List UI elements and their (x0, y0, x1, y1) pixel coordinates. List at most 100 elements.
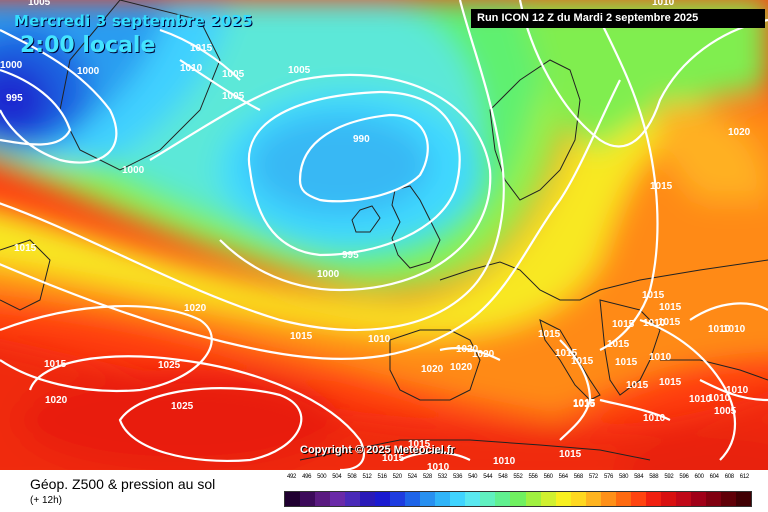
scale-tick-label: 552 (513, 474, 523, 480)
isobar-label: 1020 (45, 395, 68, 406)
scale-tick-label: 544 (483, 474, 493, 480)
scale-tick-label: 556 (528, 474, 538, 480)
scale-swatch (615, 492, 631, 506)
scale-swatch (420, 492, 436, 506)
isobar-label: 1015 (573, 398, 596, 409)
isobar-label: 1020 (728, 127, 751, 138)
scale-tick-label: 496 (302, 474, 312, 480)
isobar-label: 1005 (222, 91, 245, 102)
scale-tick-label: 564 (558, 474, 568, 480)
isobar-label: 1015 (607, 339, 630, 350)
scale-tick-label: 536 (453, 474, 463, 480)
isobar-label: 1010 (368, 334, 391, 345)
scale-swatch (465, 492, 481, 506)
scale-swatch (375, 492, 391, 506)
isobar-label: 1010 (643, 318, 666, 329)
isobar-label: 1010 (726, 385, 749, 396)
isobar-label: 1025 (158, 360, 181, 371)
scale-swatch (300, 492, 316, 506)
scale-swatch (450, 492, 466, 506)
scale-swatch (705, 492, 721, 506)
forecast-time: 2:00 locale (20, 33, 156, 58)
color-scale-ticks: 492 496 500 504 508 512 516 520 524 528 532 536 540 5… (284, 474, 752, 484)
isobar-label: 1015 (659, 377, 682, 388)
scale-swatch (330, 492, 346, 506)
isobar-label: 1010 (652, 0, 675, 8)
isobar-label: 1015 (612, 319, 635, 330)
isobar-label: 1015 (658, 317, 681, 328)
isobar-label: 1025 (171, 401, 194, 412)
scale-tick-label: 600 (694, 474, 704, 480)
scale-tick-label: 528 (422, 474, 432, 480)
scale-tick-label: 604 (709, 474, 719, 480)
isobar-label: 1010 (180, 63, 203, 74)
scale-swatch (315, 492, 331, 506)
legend-subtitle: (+ 12h) (30, 495, 62, 506)
scale-swatch (480, 492, 496, 506)
isobar-label: 1015 (44, 359, 67, 370)
legend-title: Géop. Z500 & pression au sol (30, 476, 216, 492)
isobar-label: 1010 (649, 352, 672, 363)
isobar-label: 1015 (382, 453, 405, 464)
scale-swatch (645, 492, 661, 506)
isobar-label: 1020 (472, 349, 495, 360)
isobar-label: 1015 (573, 399, 596, 410)
scale-tick-label: 540 (468, 474, 478, 480)
scale-tick-label: 560 (543, 474, 553, 480)
scale-swatch (630, 492, 646, 506)
scale-swatch (360, 492, 376, 506)
isobar-label: 1000 (0, 60, 23, 71)
scale-swatch (600, 492, 616, 506)
scale-swatch (720, 492, 736, 506)
scale-swatch (435, 492, 451, 506)
isobar-label: 1020 (456, 344, 479, 355)
scale-tick-label: 592 (664, 474, 674, 480)
scale-swatch (690, 492, 706, 506)
isobar-label: 1015 (555, 348, 578, 359)
scale-swatch (675, 492, 691, 506)
scale-tick-label: 608 (724, 474, 734, 480)
isobar-label: 1010 (708, 324, 731, 335)
scale-tick-label: 576 (603, 474, 614, 480)
copyright-notice: Copyright © 2025 Meteociel.fr (300, 444, 455, 456)
scale-swatch (405, 492, 421, 506)
scale-swatch (390, 492, 406, 506)
isobar-label: 1005 (222, 69, 245, 80)
scale-tick-label: 572 (588, 474, 598, 480)
scale-swatch (555, 492, 571, 506)
scale-swatch (585, 492, 601, 506)
color-scale-bar (284, 491, 752, 507)
isobar-label: 1010 (493, 456, 516, 467)
geopotential-field: 1005 1000 995 1000 1015 1010 1005 1005 1… (0, 0, 768, 470)
isobar-label: 1005 (714, 406, 737, 417)
legend-panel: Géop. Z500 & pression au sol (+ 12h) 492… (0, 470, 768, 512)
isobar-label: 1000 (77, 66, 100, 77)
isobar-label: 1010 (708, 393, 731, 404)
isobar-label: 1015 (408, 439, 431, 450)
isobar-label: 1015 (538, 329, 561, 340)
scale-tick-label: 568 (573, 474, 583, 480)
scale-tick-label: 512 (362, 474, 372, 480)
scale-tick-label: 584 (634, 474, 644, 480)
scale-swatch (345, 492, 361, 506)
isobar-label: 1010 (689, 394, 712, 405)
isobar-label: 995 (6, 93, 23, 104)
scale-tick-label: 532 (437, 474, 448, 480)
scale-swatch (540, 492, 556, 506)
isobar-label: 1000 (122, 165, 145, 176)
isobar-label: 1015 (559, 449, 582, 460)
scale-tick-label: 612 (739, 474, 749, 480)
model-run-banner: Run ICON 12 Z du Mardi 2 septembre 2025 (471, 9, 765, 28)
isobar-label: 1015 (659, 302, 682, 313)
scale-tick-label: 524 (407, 474, 417, 480)
scale-swatch (285, 492, 301, 506)
isobar-label: 1015 (190, 43, 213, 54)
scale-tick-label: 548 (498, 474, 508, 480)
isobar-label: 995 (342, 250, 359, 261)
isobar-label: 1010 (723, 324, 746, 335)
scale-tick-label: 492 (286, 474, 297, 480)
isobar-label: 1015 (290, 331, 313, 342)
forecast-date: Mercredi 3 septembre 2025 (14, 12, 253, 30)
isobar-label: 1015 (14, 243, 37, 254)
weather-map: 1005 1000 995 1000 1015 1010 1005 1005 1… (0, 0, 768, 470)
